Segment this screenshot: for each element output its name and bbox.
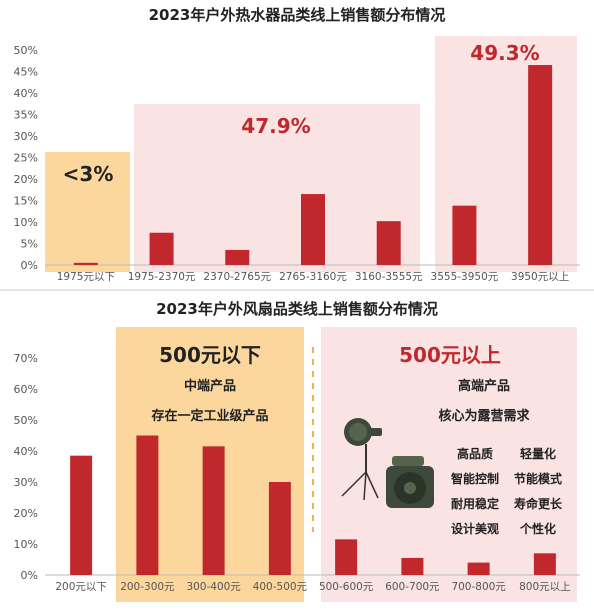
bar [301, 194, 325, 265]
x-tick-label: 300-400元 [186, 581, 241, 593]
y-tick-label: 50% [14, 44, 38, 57]
bar [452, 205, 477, 265]
x-tick-label: 3160-3555元 [355, 271, 423, 283]
feature-item: 设计美观 [451, 521, 499, 536]
y-tick-label: 70% [14, 352, 38, 365]
x-tick-label: 600-700元 [385, 581, 440, 593]
bar [401, 557, 424, 575]
x-tick-label: 500-600元 [319, 581, 374, 593]
bar [335, 539, 358, 575]
y-tick-label: 30% [14, 476, 38, 489]
x-tick-label: 2370-2765元 [203, 271, 271, 283]
group-panel-mid [134, 104, 420, 272]
x-tick-label: 200元以下 [55, 581, 107, 593]
x-tick-label: 2765-3160元 [279, 271, 347, 283]
bar [533, 553, 556, 575]
mid-panel-subtitle: 中端产品 [184, 378, 236, 394]
bar [73, 262, 98, 265]
bar [376, 221, 401, 265]
x-tick-label: 800元以上 [519, 581, 571, 593]
bar [467, 562, 490, 575]
bar [202, 446, 225, 575]
y-tick-label: 0% [21, 569, 38, 582]
bar [225, 249, 250, 265]
y-tick-label: 45% [14, 66, 38, 79]
bar [136, 435, 159, 575]
feature-item: 耐用稳定 [451, 496, 499, 511]
y-tick-label: 20% [14, 507, 38, 520]
group-label-high: 49.3% [470, 41, 539, 65]
bar [149, 232, 174, 265]
x-tick-label: 200-300元 [120, 581, 175, 593]
y-tick-label: 40% [14, 87, 38, 100]
x-tick-label: 1975元以下 [57, 271, 115, 283]
y-tick-label: 20% [14, 173, 38, 186]
y-tick-label: 5% [21, 238, 38, 251]
feature-item: 轻量化 [520, 446, 556, 461]
bar [268, 482, 291, 575]
x-tick-label: 1975-2370元 [128, 271, 196, 283]
y-tick-label: 10% [14, 216, 38, 229]
high-panel-note: 核心为露营需求 [438, 408, 530, 424]
feature-item: 智能控制 [450, 471, 499, 486]
high-panel-subtitle: 高端产品 [458, 378, 510, 394]
x-tick-label: 3555-3950元 [431, 271, 499, 283]
x-tick-label: 3950元以上 [511, 271, 569, 283]
y-tick-label: 10% [14, 538, 38, 551]
y-tick-label: 40% [14, 445, 38, 458]
mid-panel-title: 500元以下 [159, 343, 261, 367]
y-tick-label: 25% [14, 152, 38, 165]
y-tick-label: 15% [14, 195, 38, 208]
mid-panel-note: 存在一定工业级产品 [151, 408, 268, 424]
standing-fan-illustration [341, 418, 382, 501]
feature-item: 节能模式 [514, 471, 562, 486]
y-tick-label: 50% [14, 414, 38, 427]
group-label-low: <3% [63, 162, 114, 186]
y-tick-label: 35% [14, 109, 38, 122]
high-panel-title: 500元以上 [399, 343, 501, 367]
bar [70, 455, 93, 575]
y-tick-label: 0% [21, 259, 38, 272]
feature-item: 寿命更长 [514, 496, 563, 511]
x-tick-label: 400-500元 [253, 581, 308, 593]
bar [528, 65, 553, 265]
group-panel-low [45, 152, 130, 272]
chart2-title: 2023年户外风扇品类线上销售额分布情况 [156, 300, 438, 318]
x-tick-label: 700-800元 [451, 581, 506, 593]
feature-item: 高品质 [457, 446, 493, 461]
y-tick-label: 30% [14, 130, 38, 143]
group-label-mid: 47.9% [241, 114, 310, 138]
chart1-title: 2023年户外热水器品类线上销售额分布情况 [149, 6, 446, 24]
box-fan-illustration [386, 456, 434, 508]
feature-item: 个性化 [519, 521, 556, 536]
y-tick-label: 60% [14, 383, 38, 396]
